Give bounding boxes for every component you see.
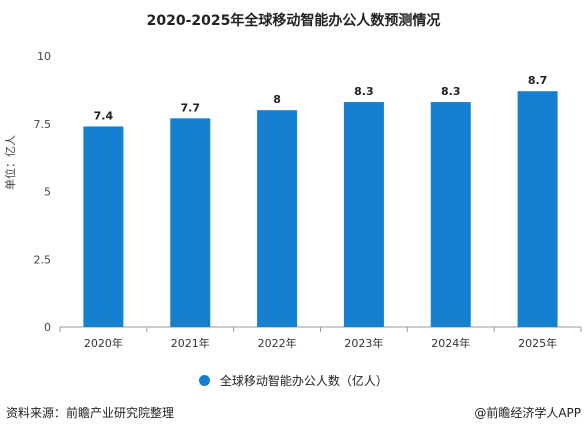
x-tick-label: 2020年	[84, 336, 123, 350]
brand-credit: @前瞻经济学人APP	[474, 406, 581, 420]
bar	[257, 110, 298, 327]
x-tick-label: 2023年	[344, 336, 383, 350]
bar	[170, 118, 211, 327]
data-label: 7.7	[181, 101, 201, 114]
bar	[83, 126, 124, 328]
source-note: 资料来源：前瞻产业研究院整理	[6, 406, 175, 420]
bar	[517, 91, 558, 327]
data-label: 8.7	[528, 74, 548, 87]
y-tick-label: 2.5	[34, 253, 52, 266]
x-tick-label: 2022年	[258, 336, 297, 350]
y-tick-label: 0	[44, 321, 51, 334]
legend-marker	[199, 375, 211, 386]
y-tick-label: 7.5	[34, 118, 52, 131]
chart-title: 2020-2025年全球移动智能办公人数预测情况	[146, 13, 441, 29]
data-label: 7.4	[94, 109, 114, 122]
x-tick-label: 2025年	[518, 336, 557, 350]
data-label: 8.3	[354, 85, 374, 98]
data-label: 8	[273, 93, 281, 106]
bar	[343, 102, 384, 327]
legend: 全球移动智能办公人数（亿人）	[0, 372, 587, 389]
y-tick-label: 5	[44, 186, 51, 199]
legend-label: 全球移动智能办公人数（亿人）	[219, 374, 388, 388]
x-tick-label: 2021年	[171, 336, 210, 350]
y-axis-label: 单位：亿人	[4, 135, 17, 190]
x-tick-label: 2024年	[431, 336, 470, 350]
y-tick-label: 10	[37, 50, 51, 63]
data-label: 8.3	[441, 85, 461, 98]
bar	[430, 102, 471, 327]
